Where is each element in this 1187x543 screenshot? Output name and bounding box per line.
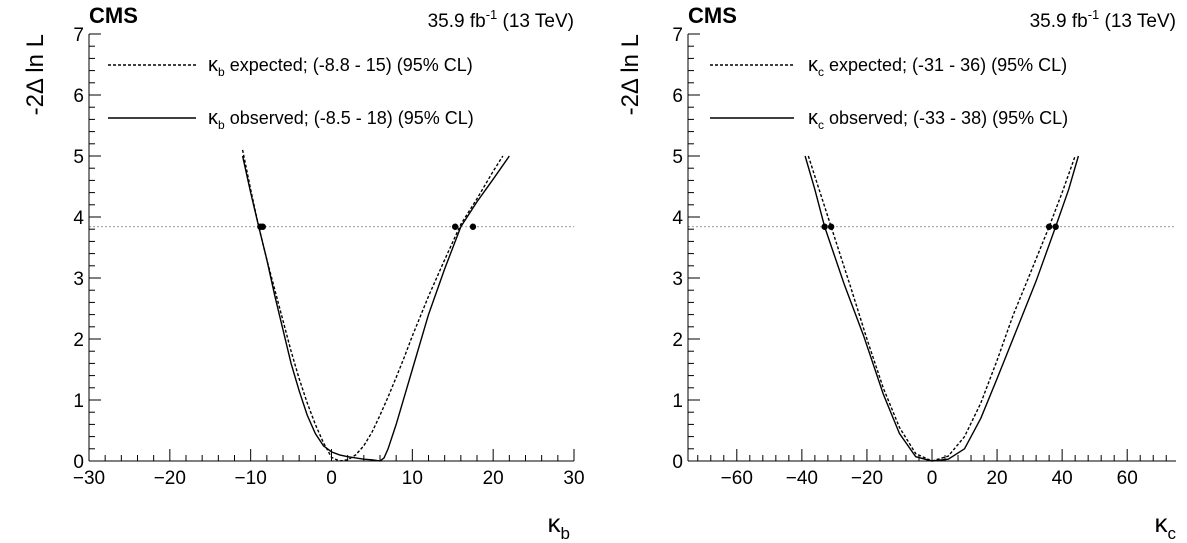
legend-entry-expected: κb expected; (-8.8 - 15) (95% CL)	[208, 54, 473, 79]
observed-curve	[241, 155, 510, 462]
cms-label: CMS	[89, 3, 138, 28]
x-tick-label: −40	[786, 468, 818, 489]
y-tick-label: 6	[73, 86, 84, 107]
panel-kappa-c: CMS 35.9 fb-1 (13 TeV) -2Δ ln L κc −60 −4…	[617, 3, 1177, 543]
y-tick-label: 4	[672, 208, 683, 229]
x-tick-label: −20	[851, 468, 883, 489]
curve-layer	[804, 155, 1080, 462]
y-tick-label: 2	[73, 330, 84, 351]
y-tick-label: 5	[73, 147, 84, 168]
panel-kappa-b: CMS 35.9 fb-1 (13 TeV) -2Δ ln L κb −30 −2…	[22, 3, 585, 543]
y-tick-label: 0	[73, 452, 84, 473]
crossing-marker	[1045, 223, 1053, 230]
x-tick-label: 40	[1052, 468, 1073, 489]
marker-layer	[257, 223, 477, 230]
x-tick-label: −30	[73, 468, 105, 489]
x-tick-label: 0	[326, 468, 337, 489]
axis-layer: −30 −20 −10 0 10 20 30 0 1 2 3 4 5 6 7	[73, 25, 585, 489]
legend: κb expected; (-8.8 - 15) (95% CL) κb obs…	[108, 54, 474, 132]
y-tick-label: 3	[672, 269, 683, 290]
legend-entry-expected: κc expected; (-31 - 36) (95% CL)	[808, 54, 1067, 79]
y-axis-label: -2Δ ln L	[617, 34, 644, 115]
y-tick-label: 2	[672, 330, 683, 351]
y-tick-label: 4	[73, 208, 84, 229]
y-tick-label: 5	[672, 147, 683, 168]
crossing-marker	[1052, 223, 1059, 230]
curve-layer	[241, 149, 510, 462]
y-axis-label: -2Δ ln L	[22, 34, 49, 115]
axis-layer: −60 −40 −20 0 20 40 60 0 1 2 3 4 5 6 7	[672, 25, 1176, 489]
x-tick-label: −20	[154, 468, 186, 489]
x-tick-label: 30	[563, 468, 584, 489]
lumi-label: 35.9 fb-1 (13 TeV)	[1030, 7, 1176, 32]
expected-curve	[807, 155, 1076, 462]
legend-entry-observed: κb observed; (-8.5 - 18) (95% CL)	[208, 107, 474, 132]
legend: κc expected; (-31 - 36) (95% CL) κc obse…	[710, 54, 1068, 132]
y-tick-label: 3	[73, 269, 84, 290]
y-tick-label: 0	[672, 452, 683, 473]
x-tick-label: 0	[927, 468, 938, 489]
y-tick-label: 7	[73, 25, 84, 46]
x-axis-label: κc	[1155, 508, 1177, 543]
crossing-marker	[827, 223, 835, 230]
cms-label: CMS	[688, 3, 737, 28]
x-tick-label: 10	[402, 468, 423, 489]
crossing-marker	[821, 223, 828, 230]
x-axis-label: κb	[548, 508, 570, 543]
expected-curve	[241, 149, 504, 462]
crossing-marker	[469, 223, 477, 230]
lumi-label: 35.9 fb-1 (13 TeV)	[428, 7, 574, 32]
x-tick-label: −10	[235, 468, 267, 489]
y-tick-label: 7	[672, 25, 683, 46]
crossing-marker	[451, 223, 459, 230]
x-tick-label: 20	[986, 468, 1007, 489]
x-tick-label: 60	[1117, 468, 1138, 489]
y-tick-label: 1	[672, 391, 683, 412]
y-tick-label: 1	[73, 391, 84, 412]
observed-curve	[804, 155, 1080, 462]
legend-entry-observed: κc observed; (-33 - 38) (95% CL)	[808, 107, 1068, 132]
crossing-marker	[259, 223, 266, 230]
x-tick-label: 20	[483, 468, 504, 489]
marker-layer	[821, 223, 1059, 230]
x-tick-label: −60	[721, 468, 753, 489]
y-tick-label: 6	[672, 86, 683, 107]
